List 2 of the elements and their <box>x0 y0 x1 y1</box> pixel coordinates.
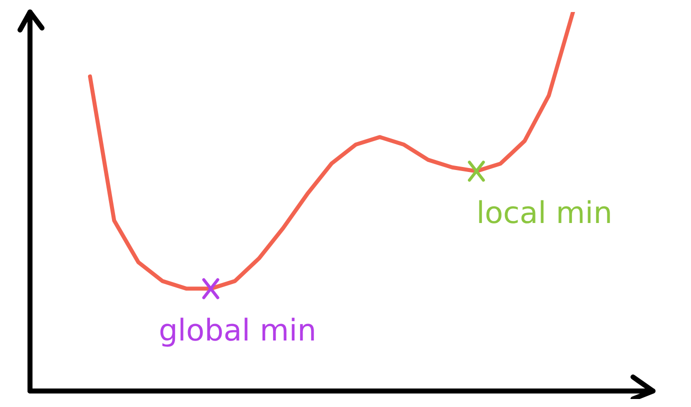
annotation: global min <box>158 314 316 349</box>
annotation: local min <box>476 196 612 232</box>
